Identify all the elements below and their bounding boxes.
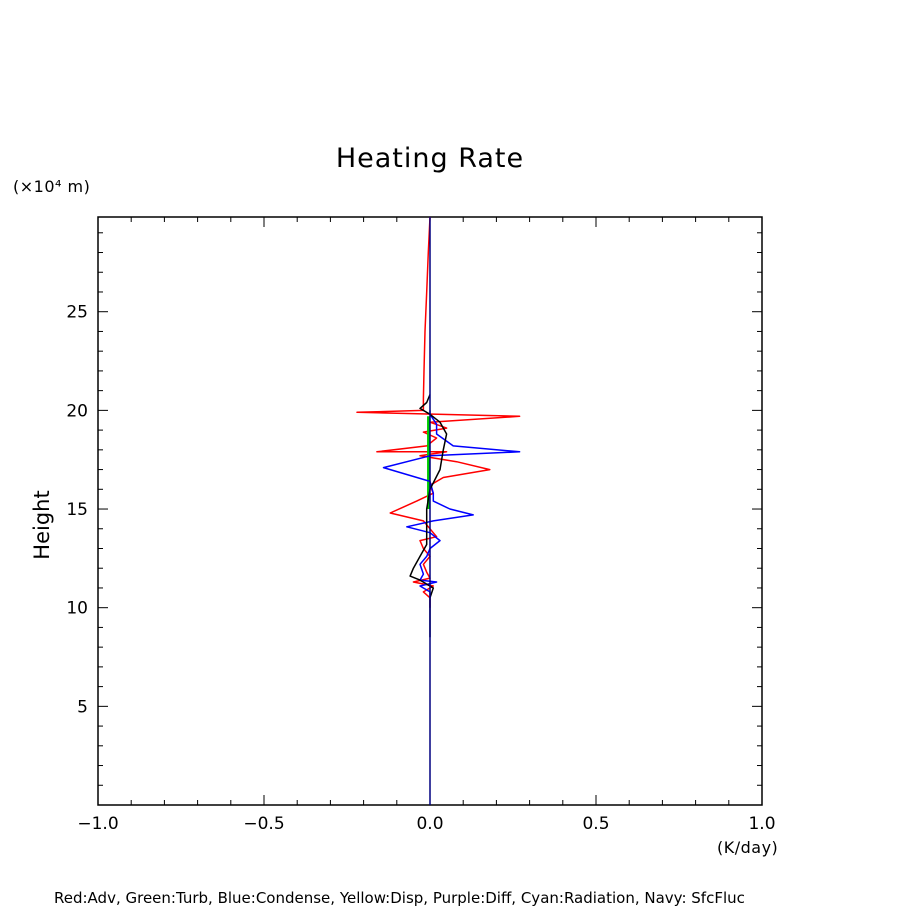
series-layer (356, 216, 521, 805)
x-tick-label: 1.0 (748, 814, 775, 834)
y-tick-label: 25 (66, 303, 88, 323)
legend-text: Red:Adv, Green:Turb, Blue:Condense, Yell… (54, 889, 745, 907)
y-tick-label: 5 (77, 697, 88, 717)
x-tick-label: 0.5 (582, 814, 609, 834)
y-tick-label: 15 (66, 500, 88, 520)
x-tick-label: −1.0 (77, 814, 118, 834)
series-line-condense (382, 410, 521, 598)
x-tick-label: 0.0 (416, 814, 443, 834)
x-tick-label: −0.5 (243, 814, 284, 834)
axis-ticks (97, 217, 763, 805)
series-line-net (409, 394, 448, 638)
x-units-label: (K/day) (717, 838, 779, 857)
series-line-adv (356, 216, 521, 608)
chart-title: Heating Rate (335, 143, 525, 174)
tick-labels: −1.0 −0.5 0.0 0.5 1.0 5 10 15 20 25 (66, 303, 775, 834)
y-tick-label: 20 (66, 401, 88, 421)
y-units-label: (×10⁴ m) (13, 177, 91, 196)
y-tick-label: 10 (66, 599, 88, 619)
